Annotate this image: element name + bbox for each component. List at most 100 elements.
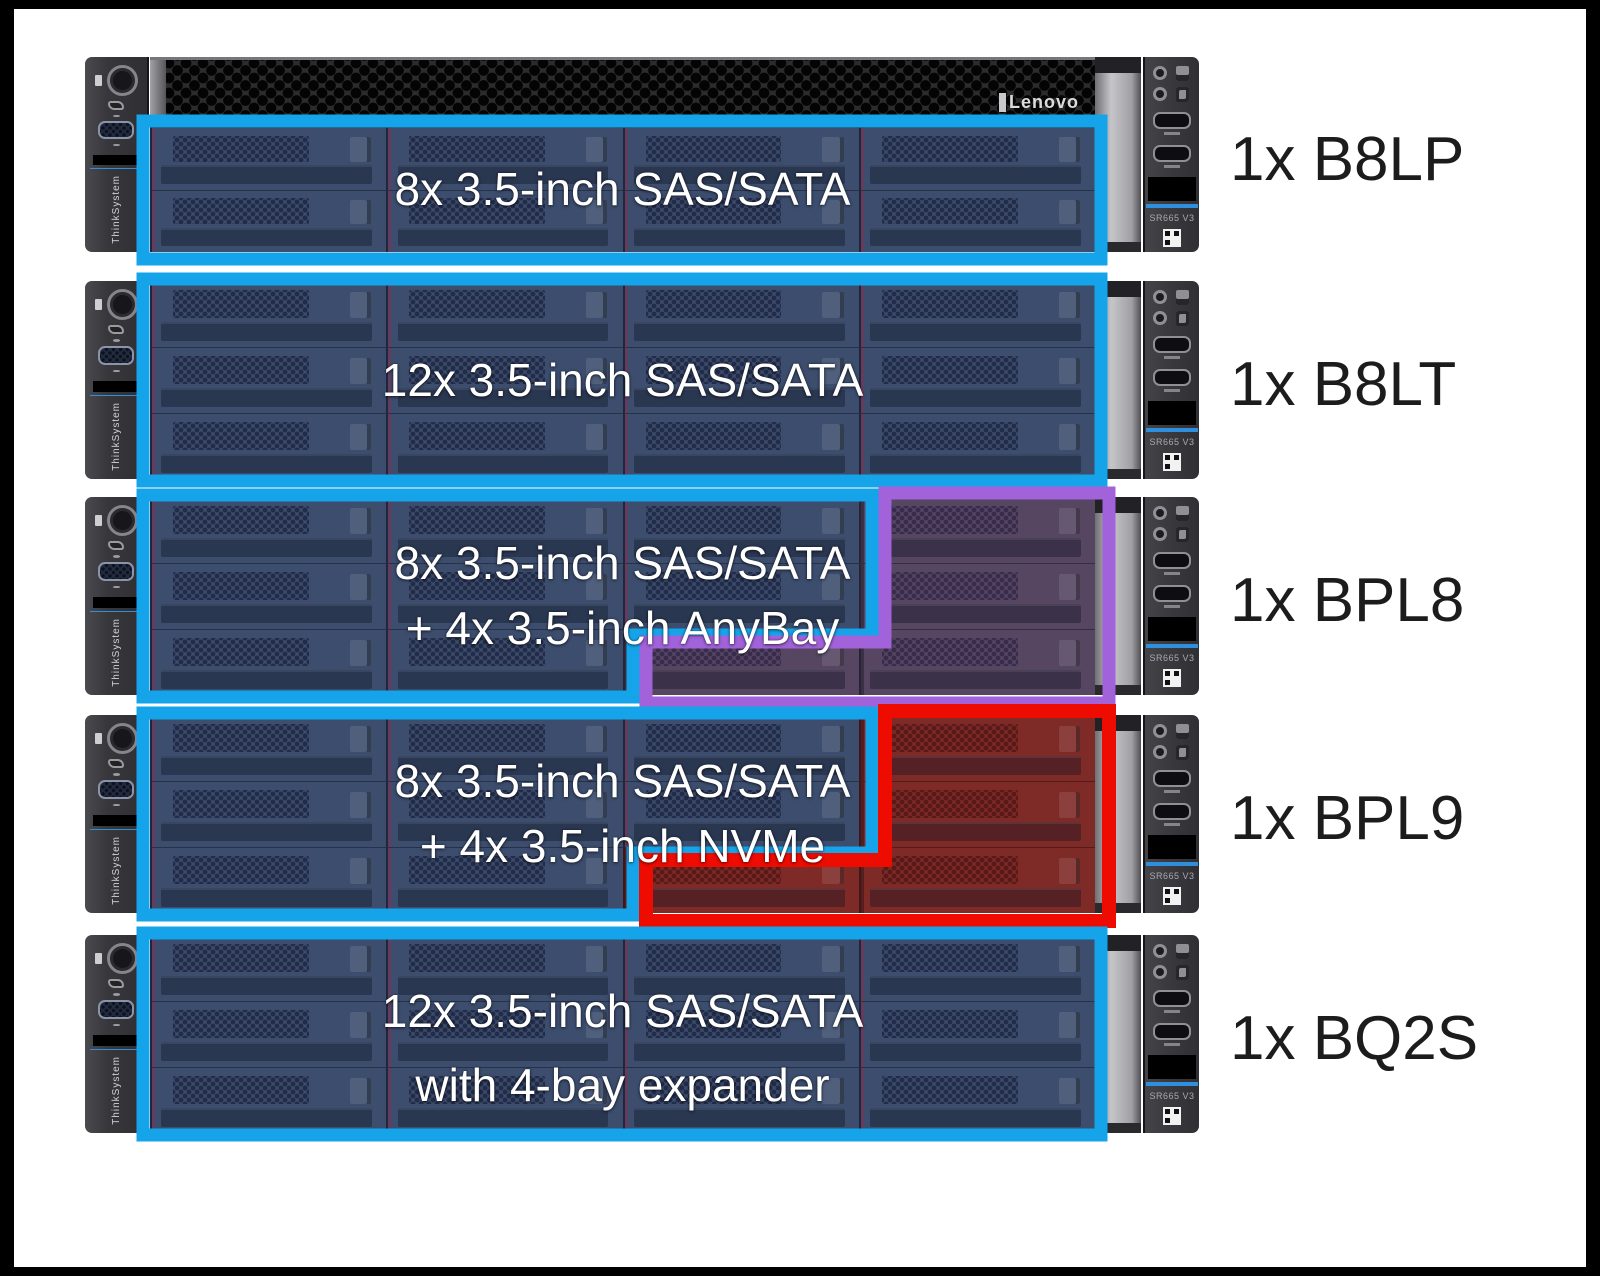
led-chip-icon	[94, 733, 102, 744]
id-button-icon	[1152, 745, 1167, 759]
screw-icon	[112, 143, 120, 147]
screw-icon	[112, 369, 120, 373]
right-ear-panel: SR665 V3	[1143, 281, 1199, 479]
power-button-icon	[1152, 506, 1167, 520]
config-caption: 8x 3.5-inch SAS/SATA	[150, 127, 1095, 252]
port-label	[1164, 356, 1180, 359]
model-text: SR665 V3	[1149, 437, 1195, 447]
chassis-rail	[1095, 715, 1141, 913]
screw-icon	[112, 585, 120, 589]
config-caption: 8x 3.5-inch SAS/SATA + 4x 3.5-inch AnyBa…	[150, 497, 1095, 695]
caption-line: 12x 3.5-inch SAS/SATA	[381, 353, 864, 406]
ear-top-row	[94, 65, 138, 96]
qr-label-icon	[1163, 887, 1181, 905]
usb-port-icon	[1153, 336, 1191, 353]
blue-accent-line	[1146, 428, 1198, 432]
left-ear-panel: ThinkSystem	[85, 57, 149, 252]
qr-label-icon	[1163, 1107, 1181, 1125]
service-sticker	[1148, 835, 1196, 859]
screw-icon	[112, 114, 120, 118]
chassis-rail	[1095, 57, 1141, 252]
screw-icon	[112, 773, 120, 776]
service-sticker	[1148, 401, 1196, 425]
chassis-rail	[1095, 281, 1141, 479]
led-chip-icon	[94, 953, 102, 964]
caption-line: 12x 3.5-inch SAS/SATA	[381, 985, 864, 1037]
server-b8lp: ThinkSystem Lenovo SR6	[85, 57, 1545, 266]
usb-port-icon	[1153, 770, 1191, 787]
blue-accent-line	[90, 610, 142, 613]
service-sticker	[1148, 617, 1196, 641]
service-sticker	[93, 155, 139, 165]
lenovo-logo: Lenovo	[998, 92, 1079, 113]
vga-port-icon	[98, 779, 134, 799]
power-button-icon	[1152, 724, 1167, 738]
status-led-icon	[1175, 944, 1189, 959]
logo-tab	[998, 93, 1006, 112]
usb-port-icon	[1153, 1023, 1191, 1040]
vga-port-icon	[98, 121, 134, 139]
model-text: SR665 V3	[1149, 213, 1195, 223]
left-ear-panel: ThinkSystem	[85, 281, 149, 479]
service-sticker	[93, 597, 139, 608]
vga-port-icon	[98, 561, 134, 581]
server-bpl9: ThinkSystem SR665 V3 8x 3.5-	[85, 704, 1545, 928]
left-ear-panel: ThinkSystem	[85, 715, 149, 913]
caption-line: + 4x 3.5-inch AnyBay	[405, 602, 840, 654]
power-button-icon	[1152, 290, 1167, 304]
usb-symbol-icon	[108, 759, 124, 769]
port-label	[1164, 823, 1180, 826]
usb-port-icon	[1153, 145, 1191, 162]
diagnostics-port-icon	[106, 65, 138, 96]
service-sticker	[93, 381, 139, 392]
backplane-label: 1x BQ2S	[1230, 1003, 1479, 1073]
server-bq2s: ThinkSystem SR665 V3 12x 3.5-inch S	[85, 926, 1545, 1142]
usb-port-icon	[1153, 585, 1191, 602]
id-button-icon	[1152, 87, 1167, 101]
backplane-label: 1x B8LT	[1230, 349, 1457, 419]
status-led-icon	[1175, 290, 1189, 305]
service-sticker	[1148, 177, 1196, 201]
blue-accent-line	[90, 1048, 142, 1051]
status-led-icon	[1175, 66, 1189, 81]
screw-icon	[112, 339, 120, 342]
model-text: SR665 V3	[1149, 653, 1195, 663]
blue-accent-line	[90, 394, 142, 397]
power-button-icon	[1152, 944, 1167, 958]
screw-icon	[112, 555, 120, 558]
server-bpl8: ThinkSystem SR665 V3 8x 3.5-	[85, 486, 1545, 710]
ear-top-row	[94, 505, 138, 536]
config-caption: 8x 3.5-inch SAS/SATA + 4x 3.5-inch NVMe	[150, 715, 1095, 913]
ear-button-cluster	[1152, 290, 1192, 326]
chassis-rail	[1095, 497, 1141, 695]
usb-symbol-icon	[108, 541, 124, 551]
ear-top-row	[94, 723, 138, 754]
led-chip-icon	[94, 515, 102, 526]
qr-label-icon	[1163, 453, 1181, 471]
server-b8lt: ThinkSystem SR665 V3 12x 3.5-inch S	[85, 272, 1545, 488]
screw-icon	[112, 1023, 120, 1027]
thinksystem-branding: ThinkSystem	[110, 402, 122, 471]
ear-button-cluster	[1152, 724, 1192, 760]
led-grid-icon	[1175, 311, 1189, 326]
caption-line: 8x 3.5-inch SAS/SATA	[394, 163, 851, 215]
qr-label-icon	[1163, 229, 1181, 247]
thinksystem-branding: ThinkSystem	[110, 1056, 122, 1125]
id-button-icon	[1152, 311, 1167, 325]
port-label	[1164, 790, 1180, 793]
led-chip-icon	[94, 299, 102, 310]
diagnostics-port-icon	[106, 943, 138, 974]
usb-port-icon	[1153, 552, 1191, 569]
caption-line: 8x 3.5-inch SAS/SATA	[394, 537, 851, 589]
port-label	[1164, 1010, 1180, 1013]
ear-button-cluster	[1152, 506, 1192, 542]
port-label	[1164, 572, 1180, 575]
ear-top-row	[94, 289, 138, 320]
right-ear-panel: SR665 V3	[1143, 715, 1199, 913]
vent-grille: Lenovo	[150, 57, 1095, 127]
caption-line: with 4-bay expander	[415, 1059, 830, 1111]
status-led-icon	[1175, 724, 1189, 739]
blue-accent-line	[1146, 204, 1198, 208]
usb-symbol-icon	[108, 325, 124, 335]
